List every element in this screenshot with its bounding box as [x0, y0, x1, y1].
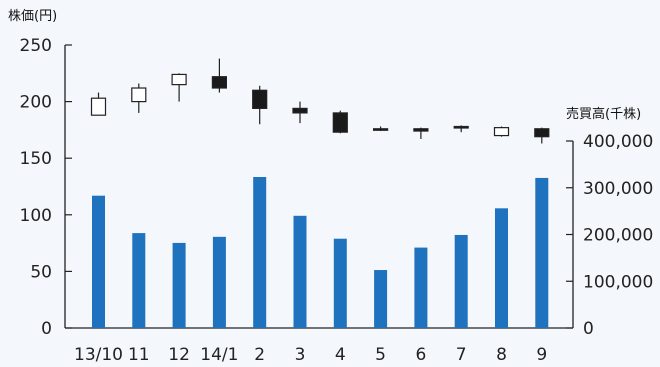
- x-tick-label: 4: [335, 345, 346, 365]
- candle-body: [131, 87, 147, 103]
- candlestick: [252, 85, 268, 125]
- candlestick: [171, 73, 187, 102]
- candlestick: [292, 101, 308, 124]
- volume-bar: [92, 195, 105, 328]
- volume-bar: [293, 215, 307, 328]
- volume-bar: [253, 176, 267, 328]
- left-y-axis: 0 50 100 150 200 250 株価(円): [8, 9, 72, 339]
- candle-body: [413, 128, 429, 132]
- right-tick-label: 0: [583, 319, 594, 339]
- candle-body: [332, 112, 348, 133]
- volume-bar: [333, 238, 347, 328]
- x-tick-label: 12: [168, 345, 190, 365]
- volume-bar: [374, 270, 388, 328]
- candlestick: [493, 126, 510, 137]
- x-tick-label: 14/1: [200, 345, 238, 365]
- volume-bar: [495, 208, 508, 328]
- x-tick-label: 8: [496, 345, 507, 365]
- candlestick: [373, 126, 389, 132]
- candlestick: [332, 110, 348, 134]
- right-tick-label: 200,000: [583, 226, 653, 246]
- volume-bar: [414, 247, 428, 328]
- left-tick-label: 150: [20, 149, 52, 169]
- candlestick: [131, 83, 147, 113]
- volume-bar: [132, 233, 146, 328]
- candlestick: [534, 127, 550, 144]
- x-tick-label: 3: [295, 345, 306, 365]
- candle-body: [90, 97, 107, 116]
- x-tick-label: 5: [375, 345, 386, 365]
- x-tick-label: 6: [415, 345, 426, 365]
- right-y-axis: 0 100,000 200,000 300,000 400,000 売買高(千株): [566, 106, 653, 339]
- candlestick: [413, 127, 429, 139]
- candle-body: [211, 76, 227, 89]
- candlestick: [211, 58, 227, 93]
- volume-bar: [535, 177, 549, 328]
- left-tick-label: 250: [20, 36, 52, 56]
- right-axis-title: 売買高(千株): [566, 106, 641, 122]
- candle-body: [534, 128, 550, 138]
- volume-bar: [454, 234, 468, 328]
- left-tick-label: 100: [20, 206, 52, 226]
- candle-body: [252, 89, 268, 109]
- left-tick-label: 0: [41, 319, 52, 339]
- candle-body: [373, 128, 389, 131]
- left-tick-label: 50: [30, 262, 52, 282]
- candle-body: [493, 127, 510, 137]
- right-tick-label: 300,000: [583, 179, 653, 199]
- x-tick-label: 11: [128, 345, 150, 365]
- candle-body: [453, 125, 469, 129]
- right-tick-label: 400,000: [583, 132, 653, 152]
- volume-bar: [212, 236, 226, 328]
- candlestick: [90, 92, 107, 116]
- volume-bar: [172, 242, 186, 328]
- left-tick-label: 200: [20, 93, 52, 113]
- left-axis-title: 株価(円): [8, 9, 57, 24]
- x-tick-label: 13/10: [74, 345, 123, 365]
- x-tick-label: 2: [254, 345, 265, 365]
- candle-body: [171, 73, 187, 86]
- candle-body: [292, 107, 308, 114]
- candlestick: [453, 125, 469, 133]
- right-tick-label: 100,000: [583, 272, 653, 292]
- x-tick-label: 9: [536, 345, 547, 365]
- x-tick-label: 7: [456, 345, 467, 365]
